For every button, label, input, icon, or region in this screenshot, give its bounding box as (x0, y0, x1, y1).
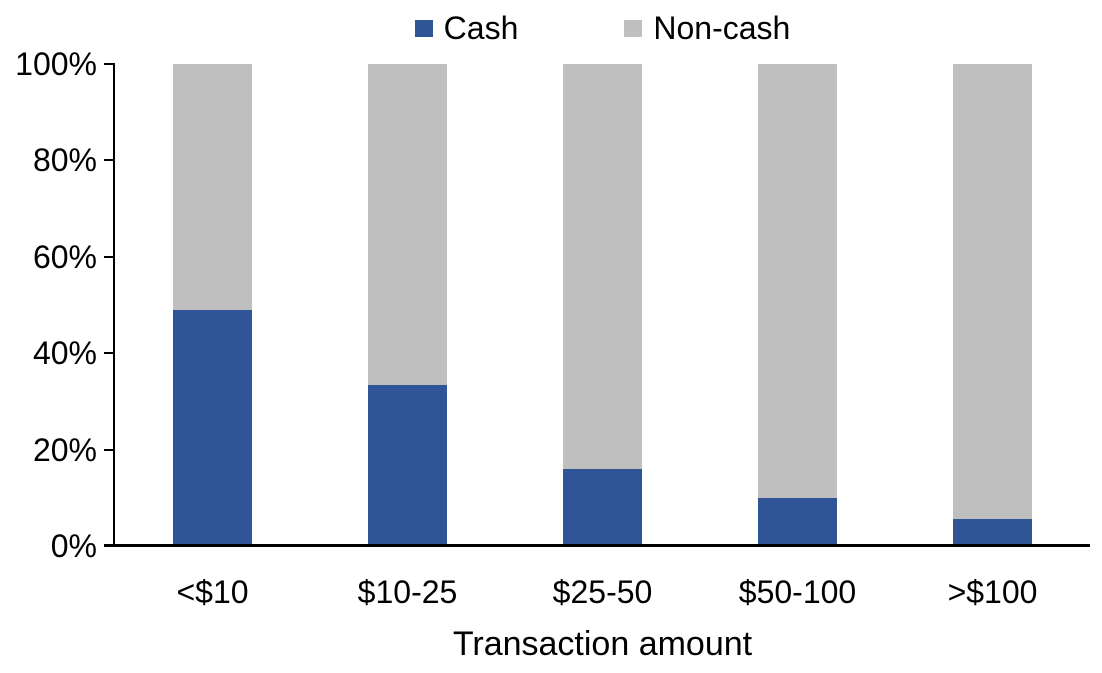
bar-segment-non-cash (758, 64, 837, 498)
y-tick-mark (104, 63, 114, 65)
x-axis-labels: <$10 $10-25 $25-50 $50-100 >$100 (115, 574, 1090, 610)
cash-swatch-icon (414, 19, 433, 37)
legend-label-cash: Cash (443, 10, 519, 46)
stacked-bar (368, 64, 447, 546)
y-tick-mark (104, 159, 114, 162)
x-axis-title: Transaction amount (452, 625, 753, 663)
y-tick-label: 40% (32, 335, 97, 372)
legend-item-noncash: Non-cash (624, 8, 790, 48)
stacked-bar (758, 64, 837, 546)
bar-segment-cash (368, 384, 447, 546)
x-tick-label: $25-50 (552, 574, 653, 610)
y-tick-mark (104, 352, 114, 355)
bar-slot (895, 64, 1090, 546)
x-axis-line (104, 544, 1090, 547)
bar-segment-non-cash (563, 64, 642, 469)
legend-item-cash: Cash (414, 8, 519, 48)
bar-segment-non-cash (953, 64, 1032, 520)
bar-slot (115, 64, 310, 546)
y-tick-label: 100% (15, 46, 97, 82)
bar-segment-non-cash (368, 64, 447, 385)
y-tick-label: 80% (32, 142, 97, 179)
x-tick-label: <$10 (176, 574, 249, 610)
x-tick-label: >$100 (947, 574, 1038, 610)
x-tick-label: $50-100 (738, 574, 857, 610)
bar-segment-cash (953, 519, 1032, 546)
bar-segment-cash (173, 309, 252, 546)
legend-label-noncash: Non-cash (653, 10, 791, 46)
bar-slot (505, 64, 700, 546)
bar-segment-cash (563, 468, 642, 546)
y-tick-label: 0% (50, 528, 97, 564)
y-tick-label: 60% (32, 238, 97, 275)
bar-slot (700, 64, 895, 546)
bar-segment-cash (758, 497, 837, 546)
stacked-bar (563, 64, 642, 546)
stacked-bar (953, 64, 1032, 546)
x-tick-label: $10-25 (357, 574, 458, 610)
bar-slot (310, 64, 505, 546)
y-tick-label: 20% (32, 431, 97, 468)
bar-segment-non-cash (173, 64, 252, 310)
noncash-swatch-icon (624, 19, 643, 37)
chart-legend: Cash Non-cash (115, 8, 1090, 48)
plot-area (115, 64, 1090, 546)
y-tick-mark (104, 448, 114, 451)
y-tick-mark (104, 255, 114, 258)
y-axis-line (113, 63, 115, 546)
stacked-bar (173, 64, 252, 546)
